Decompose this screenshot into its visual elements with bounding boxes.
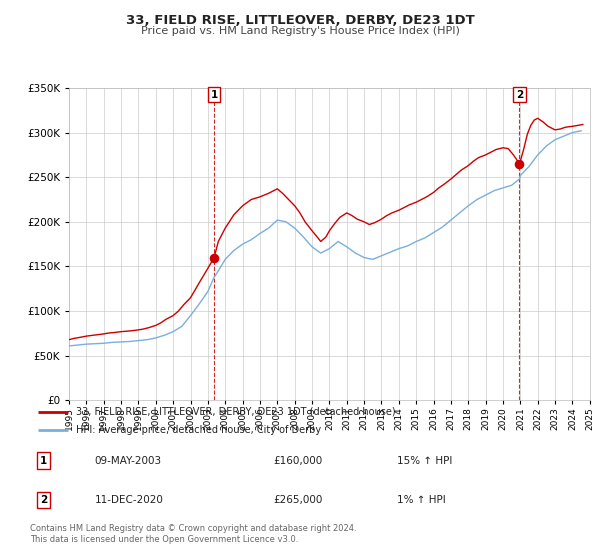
Text: 33, FIELD RISE, LITTLEOVER, DERBY, DE23 1DT (detached house): 33, FIELD RISE, LITTLEOVER, DERBY, DE23 … (76, 407, 395, 417)
Text: 15% ↑ HPI: 15% ↑ HPI (397, 456, 452, 465)
Text: 11-DEC-2020: 11-DEC-2020 (95, 495, 164, 505)
Text: £160,000: £160,000 (273, 456, 322, 465)
Point (209, 253, 219, 262)
Text: 09-MAY-2003: 09-MAY-2003 (95, 456, 162, 465)
Text: Price paid vs. HM Land Registry's House Price Index (HPI): Price paid vs. HM Land Registry's House … (140, 26, 460, 36)
Text: HPI: Average price, detached house, City of Derby: HPI: Average price, detached house, City… (76, 425, 321, 435)
Text: £265,000: £265,000 (273, 495, 322, 505)
Point (515, 160, 524, 169)
Text: Contains HM Land Registry data © Crown copyright and database right 2024.
This d: Contains HM Land Registry data © Crown c… (30, 524, 356, 544)
Text: 2: 2 (40, 495, 47, 505)
Text: 1% ↑ HPI: 1% ↑ HPI (397, 495, 446, 505)
Text: 1: 1 (211, 90, 218, 100)
Text: 2: 2 (516, 90, 523, 100)
Text: 33, FIELD RISE, LITTLEOVER, DERBY, DE23 1DT: 33, FIELD RISE, LITTLEOVER, DERBY, DE23 … (125, 14, 475, 27)
Text: 1: 1 (40, 456, 47, 465)
